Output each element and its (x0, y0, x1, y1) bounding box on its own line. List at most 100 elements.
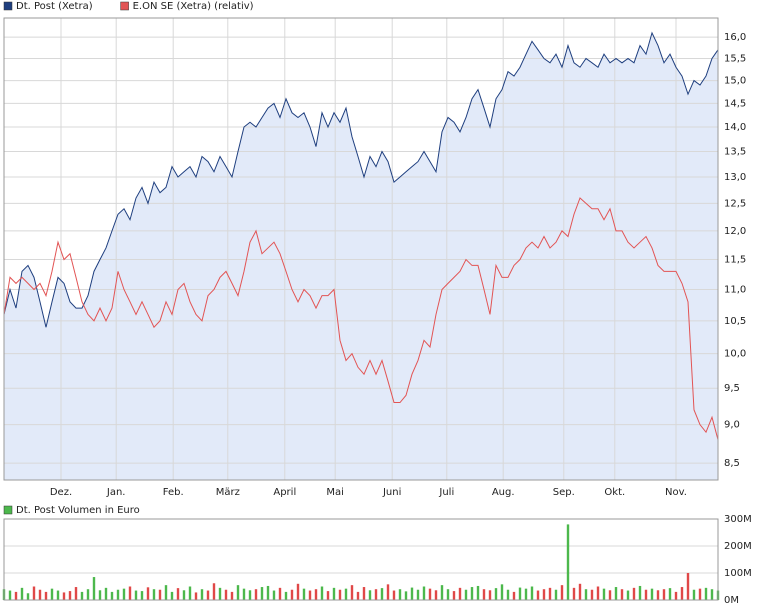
volume-bar (134, 590, 138, 600)
volume-bar (470, 587, 474, 600)
volume-bar (644, 589, 648, 600)
volume-bar (482, 589, 486, 600)
volume-bar (446, 589, 450, 600)
volume-bar (668, 588, 672, 600)
y-tick-label: 9,0 (724, 420, 740, 431)
y-tick-label: 12,5 (724, 198, 746, 209)
y-tick-label: 15,5 (724, 53, 746, 64)
volume-bar (428, 588, 432, 600)
legend-swatch (3, 505, 13, 515)
volume-bar (656, 590, 660, 600)
line (3, 31, 719, 328)
volume-bar (320, 586, 324, 600)
volume-bar (590, 589, 594, 600)
volume-bar (386, 584, 390, 600)
volume-bar (44, 591, 48, 600)
volume-bar (632, 587, 636, 600)
volume-bar (344, 588, 348, 600)
volume-bar (68, 591, 72, 600)
volume-bar (464, 589, 468, 600)
volume-bar (578, 583, 582, 600)
volume-bar (410, 587, 414, 600)
volume-bar (332, 587, 336, 600)
volume-bar (626, 590, 630, 600)
legend-swatch (3, 1, 13, 11)
volume-bar (650, 588, 654, 600)
volume-bar (272, 590, 276, 600)
volume-bar (176, 588, 180, 600)
x-tick-label: Aug. (492, 487, 515, 498)
volume-bar (158, 589, 162, 600)
volume-bar (14, 591, 18, 600)
volume-bar (602, 588, 606, 600)
volume-bar (152, 589, 156, 600)
volume-bar (620, 589, 624, 600)
volume-bar (104, 587, 108, 600)
legend-label: Dt. Post (Xetra) (16, 1, 93, 12)
volume-bar (404, 591, 408, 600)
y-tick-label: 0M (724, 595, 739, 606)
volume-bar (686, 573, 690, 600)
volume-bar (560, 585, 564, 600)
volume-bar (248, 590, 252, 600)
volume-bar (140, 591, 144, 600)
volume-bar (224, 589, 228, 600)
y-tick-label: 15,0 (724, 76, 746, 87)
volume-bar (512, 591, 516, 600)
x-tick-label: Feb. (163, 487, 184, 498)
volume-bar (128, 586, 132, 600)
y-tick-label: 300M (724, 514, 752, 525)
volume-bar (284, 591, 288, 600)
y-tick-label: 14,5 (724, 98, 746, 109)
volume-bar (614, 587, 618, 600)
volume-bar (260, 587, 264, 600)
volume-bar (122, 588, 126, 600)
volume-bar (692, 589, 696, 600)
volume-bar (92, 577, 96, 600)
volume-bar (704, 587, 708, 600)
volume-bar (398, 589, 402, 600)
legend-swatch (120, 1, 129, 11)
y-tick-label: 8,5 (724, 458, 740, 469)
volume-bar (584, 589, 588, 600)
volume-bar (110, 591, 114, 600)
volume-bar (80, 591, 84, 600)
volume-bar (164, 585, 168, 600)
volume-bar (350, 585, 354, 600)
line (3, 197, 719, 440)
volume-bar (698, 588, 702, 600)
volume-bar (374, 589, 378, 600)
volume-bar (242, 588, 246, 600)
y-tick-label: 100M (724, 568, 752, 579)
volume-bar (554, 589, 558, 600)
volume-bar (194, 592, 198, 600)
volume-bar (680, 587, 684, 600)
volume-bar (506, 589, 510, 600)
volume-bar (236, 585, 240, 600)
x-tick-label: Jan. (106, 487, 126, 498)
volume-bar (326, 591, 330, 600)
plot-frame (3, 17, 719, 481)
y-tick-label: 13,5 (724, 147, 746, 158)
x-tick-label: Dez. (50, 487, 72, 498)
volume-bar (494, 588, 498, 600)
volume-bar (8, 590, 12, 600)
y-tick-label: 12,0 (724, 226, 746, 237)
volume-bar (302, 588, 306, 600)
volume-bar (422, 586, 426, 600)
volume-bar (500, 584, 504, 600)
volume-bar (524, 588, 528, 600)
volume-bar (368, 590, 372, 600)
volume-bar (212, 583, 216, 600)
volume-bar (182, 590, 186, 600)
volume-bar (566, 524, 570, 600)
x-tick-label: Nov. (665, 487, 687, 498)
volume-bar (662, 589, 666, 600)
volume-bar (530, 586, 534, 600)
volume-bar (62, 592, 66, 600)
volume-bar (452, 591, 456, 600)
y-tick-label: 200M (724, 541, 752, 552)
volume-bar (188, 586, 192, 600)
y-tick-label: 11,5 (724, 255, 746, 266)
